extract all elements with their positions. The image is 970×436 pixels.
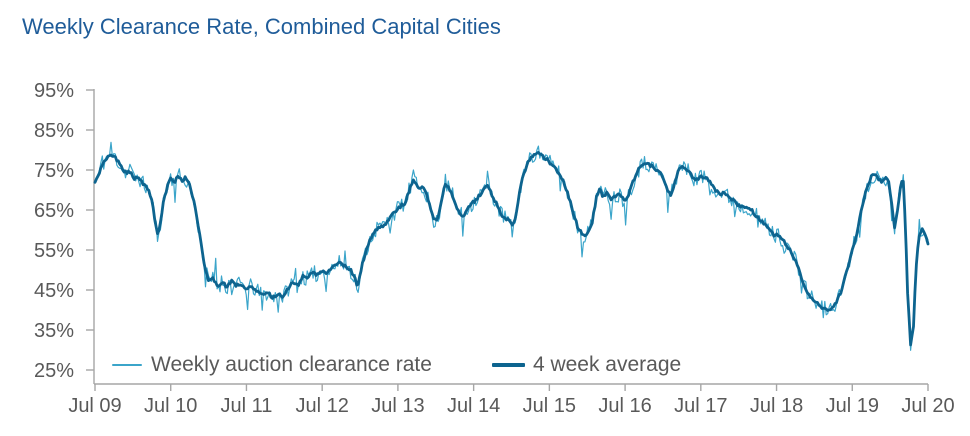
x-tick-label: Jul 11 xyxy=(221,395,273,417)
x-tick-label: Jul 15 xyxy=(523,395,576,417)
x-tick-label: Jul 17 xyxy=(674,395,727,417)
weekly-line-swatch xyxy=(112,364,142,366)
x-tick-label: Jul 14 xyxy=(447,395,500,417)
chart-title: Weekly Clearance Rate, Combined Capital … xyxy=(22,14,501,39)
y-tick-label: 55% xyxy=(34,240,74,262)
y-axis: 95% 85% 75% 65% 55% 45% 35% 25% xyxy=(34,80,95,384)
weekly-legend-label: Weekly auction clearance rate xyxy=(151,353,432,376)
x-tick-label: Jul 13 xyxy=(371,395,424,417)
x-tick-label: Jul 09 xyxy=(68,395,121,417)
y-tick-label: 45% xyxy=(34,280,74,302)
x-tick-label: Jul 10 xyxy=(144,395,197,417)
x-axis: Jul 09 Jul 10 Jul 11 Jul 12 Jul 13 Jul 14 Jul … xyxy=(68,383,955,417)
x-tick-label: Jul 19 xyxy=(826,395,879,417)
series-lines xyxy=(93,141,930,351)
y-tick-label: 85% xyxy=(34,120,74,142)
avg-line-swatch xyxy=(491,363,525,367)
y-tick-label: 25% xyxy=(34,360,74,382)
x-tick-label: Jul 12 xyxy=(295,395,348,417)
y-tick-label: 35% xyxy=(34,320,74,342)
legend: Weekly auction clearance rate 4 week ave… xyxy=(112,353,681,377)
y-tick-label: 75% xyxy=(34,160,74,182)
x-tick-label: Jul 20 xyxy=(901,395,954,417)
avg-series-line xyxy=(93,150,930,347)
y-tick-label: 95% xyxy=(34,80,74,102)
x-tick-label: Jul 18 xyxy=(750,395,803,417)
x-tick-label: Jul 16 xyxy=(598,395,651,417)
weekly-series-line xyxy=(94,141,929,351)
y-tick-label: 65% xyxy=(34,200,74,222)
avg-legend-label: 4 week average xyxy=(532,353,682,376)
